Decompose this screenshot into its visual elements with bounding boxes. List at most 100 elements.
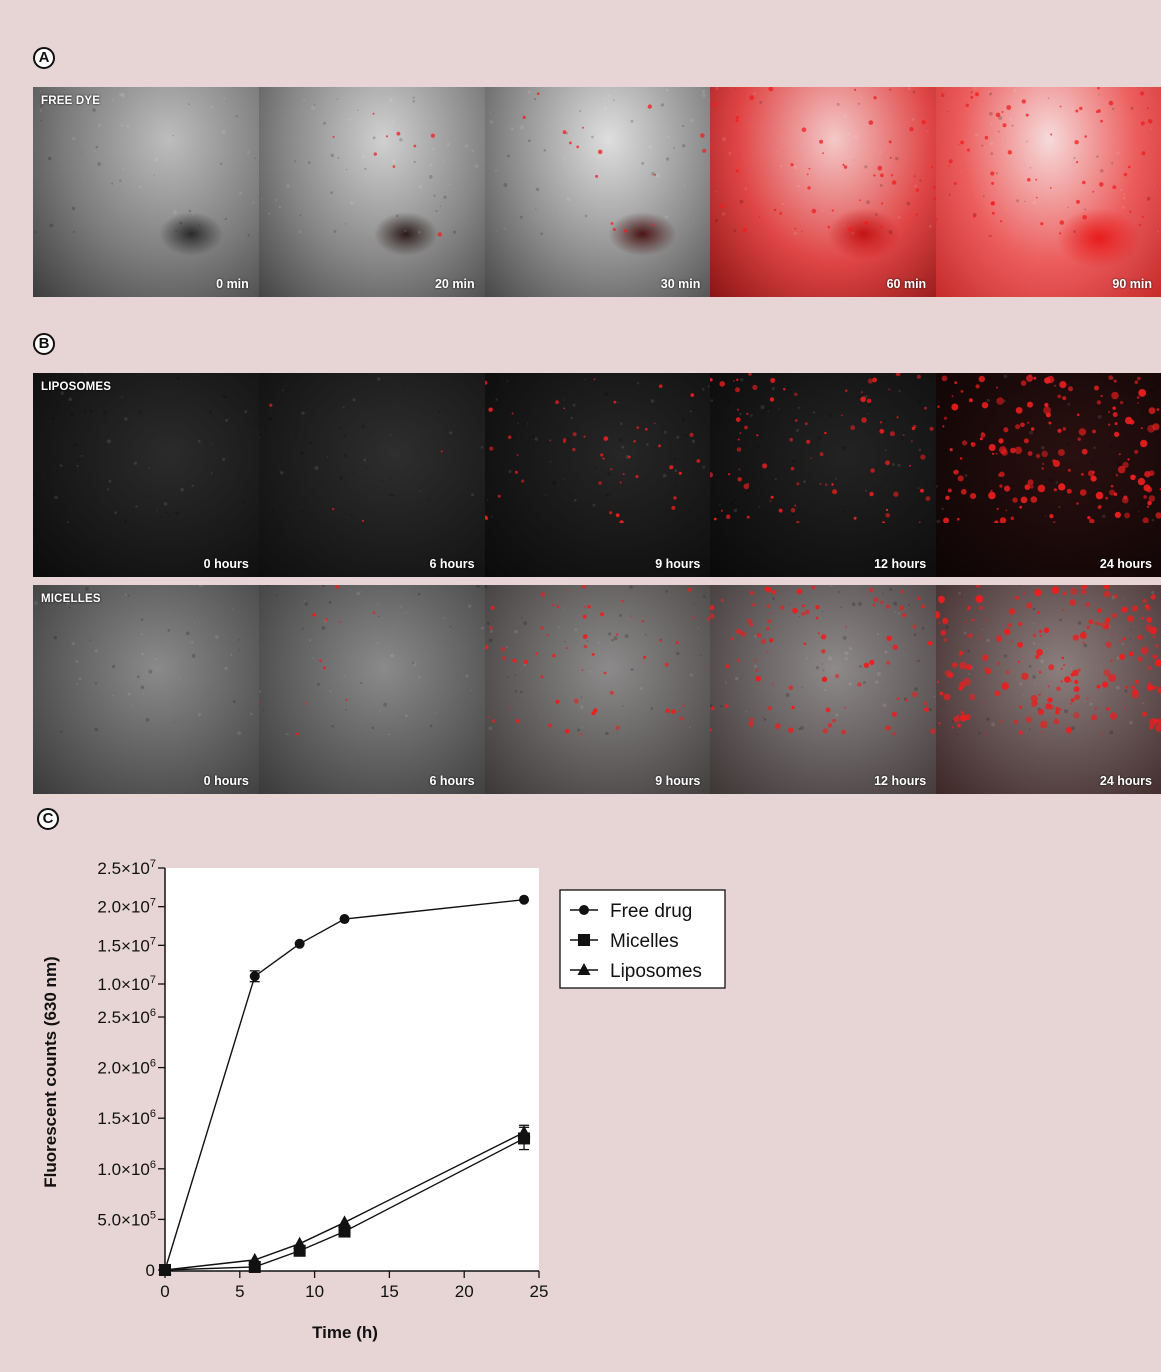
speckle — [989, 92, 993, 96]
red-spot — [766, 627, 770, 631]
speckle — [180, 487, 184, 492]
speckle — [776, 150, 779, 153]
speckle — [867, 500, 870, 503]
red-spot — [551, 654, 555, 658]
speckle — [343, 434, 346, 437]
speckle — [404, 714, 408, 718]
speckle — [286, 184, 290, 188]
red-spot — [869, 587, 874, 593]
speckle — [802, 686, 804, 688]
red-spot — [979, 606, 984, 610]
speckle — [371, 726, 374, 730]
speckle — [34, 601, 38, 605]
red-spot — [984, 734, 989, 735]
speckle — [1055, 481, 1059, 484]
red-spot — [599, 612, 604, 617]
speckle — [894, 611, 896, 613]
speckle — [574, 628, 577, 631]
red-spot — [940, 93, 945, 97]
red-spot — [996, 386, 999, 389]
red-spot — [795, 419, 798, 422]
red-spot — [714, 517, 718, 521]
speckle — [715, 219, 719, 223]
red-spot — [1102, 681, 1109, 688]
speckle — [489, 112, 491, 114]
red-spots — [33, 373, 258, 523]
red-spot — [1099, 182, 1104, 187]
red-spot — [943, 693, 951, 701]
speckle — [427, 498, 430, 501]
speckle — [604, 731, 609, 735]
red-spot — [1037, 708, 1045, 716]
red-spot — [775, 723, 781, 729]
y-tick-label: 2.5×107 — [97, 858, 156, 878]
red-spot — [959, 664, 962, 666]
red-spot — [992, 452, 995, 455]
speckle — [467, 604, 472, 608]
red-spot — [828, 723, 833, 728]
red-spot — [808, 167, 811, 170]
red-spot — [886, 604, 891, 609]
speckle — [852, 232, 855, 235]
speckle — [344, 708, 347, 711]
red-spot — [1047, 375, 1055, 384]
time-label: 6 hours — [429, 557, 475, 571]
red-spot — [1005, 509, 1008, 512]
red-spot — [761, 639, 767, 644]
speckle — [211, 442, 213, 445]
red-spot — [1124, 512, 1131, 519]
red-spot — [770, 500, 772, 502]
red-spot — [312, 612, 316, 617]
time-label: 0 hours — [203, 557, 249, 571]
red-spot — [1141, 151, 1146, 156]
speckle — [906, 201, 911, 206]
free-dye-strip: FREE DYE 0 min 20 min 30 min 60 min 90 m… — [33, 87, 1161, 297]
red-spot — [603, 436, 608, 441]
red-spot — [511, 412, 514, 415]
red-spot — [1060, 667, 1063, 670]
speckle — [90, 472, 93, 475]
red-spot — [1095, 491, 1104, 500]
red-spot — [1057, 428, 1062, 433]
red-spot — [960, 390, 964, 393]
speckle — [80, 454, 83, 457]
speckle — [822, 209, 825, 212]
red-spot — [1077, 668, 1081, 672]
speckle — [774, 373, 777, 376]
red-spot — [978, 375, 986, 383]
red-spot — [736, 116, 740, 120]
speckle — [391, 159, 396, 164]
speckle — [994, 207, 997, 209]
red-spot — [490, 605, 495, 610]
speckle — [640, 161, 644, 165]
speckle — [1077, 621, 1082, 625]
red-spot — [610, 222, 613, 225]
speckle — [604, 493, 609, 497]
speckle — [778, 408, 781, 411]
red-spot — [909, 127, 915, 132]
red-spot — [678, 710, 681, 713]
speckle — [660, 103, 664, 107]
red-spot — [801, 611, 806, 616]
speckle — [960, 171, 962, 173]
red-spot — [821, 634, 827, 640]
speckle — [568, 133, 571, 136]
red-spot — [896, 416, 899, 419]
speckle — [1100, 169, 1104, 173]
red-spot — [1040, 634, 1043, 638]
red-spot — [1141, 215, 1145, 218]
red-spot — [1123, 172, 1128, 177]
red-spot — [1088, 619, 1094, 625]
red-spot — [877, 165, 883, 171]
y-tick-label: 5.0×105 — [97, 1209, 156, 1229]
speckle — [352, 398, 356, 402]
speckle — [842, 446, 847, 450]
speckle — [336, 98, 338, 100]
speckle — [399, 605, 402, 608]
red-spot — [1021, 672, 1029, 680]
red-spot — [522, 115, 526, 119]
speckle — [681, 418, 685, 422]
red-spot — [1146, 616, 1153, 623]
red-spot — [886, 660, 891, 665]
red-spot — [893, 491, 899, 497]
